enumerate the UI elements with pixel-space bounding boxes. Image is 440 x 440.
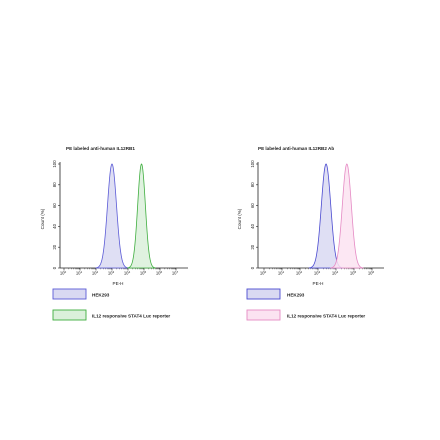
- legend-label-hek293: HEK293: [92, 293, 110, 298]
- y-tick-label: 40: [52, 223, 57, 228]
- legend-swatch-reporter: [246, 309, 281, 321]
- chart-panel-il12rb1: PE labeled anti-human IL12RB1 Count (%) …: [40, 146, 188, 321]
- legend-swatch-hek293: [52, 288, 87, 300]
- histogram-hek293: [95, 163, 129, 269]
- legend-label-hek293: HEK293: [287, 293, 305, 298]
- x-tick-label: 106: [368, 270, 375, 276]
- y-axis-label: Count (%): [40, 208, 45, 229]
- x-tick-exponent: 1: [81, 270, 83, 274]
- y-tick-label: 40: [250, 223, 255, 228]
- x-axis-label: PE-H: [113, 281, 124, 286]
- y-tick-label: 0: [250, 266, 255, 269]
- x-tick-label: 107: [172, 270, 179, 276]
- x-tick-exponent: 5: [145, 270, 147, 274]
- y-tick-label: 100: [250, 160, 255, 168]
- x-tick-exponent: 4: [129, 270, 131, 274]
- x-tick-label: 100: [260, 270, 267, 276]
- x-tick-exponent: 1: [283, 270, 285, 274]
- y-tick-label: 100: [52, 160, 57, 168]
- x-tick-label: 102: [92, 270, 99, 276]
- y-tick-label: 0: [52, 266, 57, 269]
- x-tick-exponent: 2: [97, 270, 99, 274]
- x-tick-label: 103: [314, 270, 321, 276]
- x-tick-exponent: 3: [113, 270, 115, 274]
- x-tick-label: 102: [296, 270, 303, 276]
- y-tick-label: 80: [250, 182, 255, 187]
- x-tick-exponent: 6: [373, 270, 375, 274]
- x-tick-label: 100: [60, 270, 67, 276]
- histogram-reporter: [127, 163, 156, 269]
- x-tick-label: 105: [350, 270, 357, 276]
- x-tick-exponent: 5: [355, 270, 357, 274]
- x-tick-label: 105: [140, 270, 147, 276]
- x-tick-exponent: 6: [161, 270, 163, 274]
- x-tick-label: 101: [76, 270, 83, 276]
- x-tick-label: 103: [108, 270, 115, 276]
- x-tick-label: 104: [124, 270, 131, 276]
- y-tick-label: 20: [52, 244, 57, 249]
- x-tick-exponent: 7: [177, 270, 179, 274]
- legend-label-reporter: IL12 responsive STAT4 Luc reporter: [287, 314, 365, 319]
- x-tick-label: 101: [278, 270, 285, 276]
- histogram-reporter: [330, 163, 364, 269]
- x-tick-exponent: 3: [319, 270, 321, 274]
- chart-title: PE labeled anti-human IL12RB1: [66, 146, 135, 151]
- legend-swatch-reporter: [52, 309, 87, 321]
- x-tick-label: 106: [156, 270, 163, 276]
- x-tick-exponent: 2: [301, 270, 303, 274]
- y-tick-label: 20: [250, 244, 255, 249]
- x-tick-label: 104: [332, 270, 339, 276]
- x-axis-label: PE-H: [313, 281, 324, 286]
- y-axis-label: Count (%): [237, 208, 242, 229]
- chart-panel-il12rb2: PE labeled anti-human IL12RB2 Ab Count (…: [237, 146, 384, 321]
- x-tick-exponent: 0: [265, 270, 267, 274]
- x-tick-exponent: 0: [65, 270, 67, 274]
- legend-label-reporter: IL12 responsive STAT4 Luc reporter: [92, 314, 170, 319]
- y-tick-label: 60: [250, 203, 255, 208]
- x-tick-exponent: 4: [337, 270, 339, 274]
- y-tick-label: 80: [52, 182, 57, 187]
- legend-swatch-hek293: [246, 288, 281, 300]
- y-tick-label: 60: [52, 203, 57, 208]
- chart-title: PE labeled anti-human IL12RB2 Ab: [258, 146, 334, 151]
